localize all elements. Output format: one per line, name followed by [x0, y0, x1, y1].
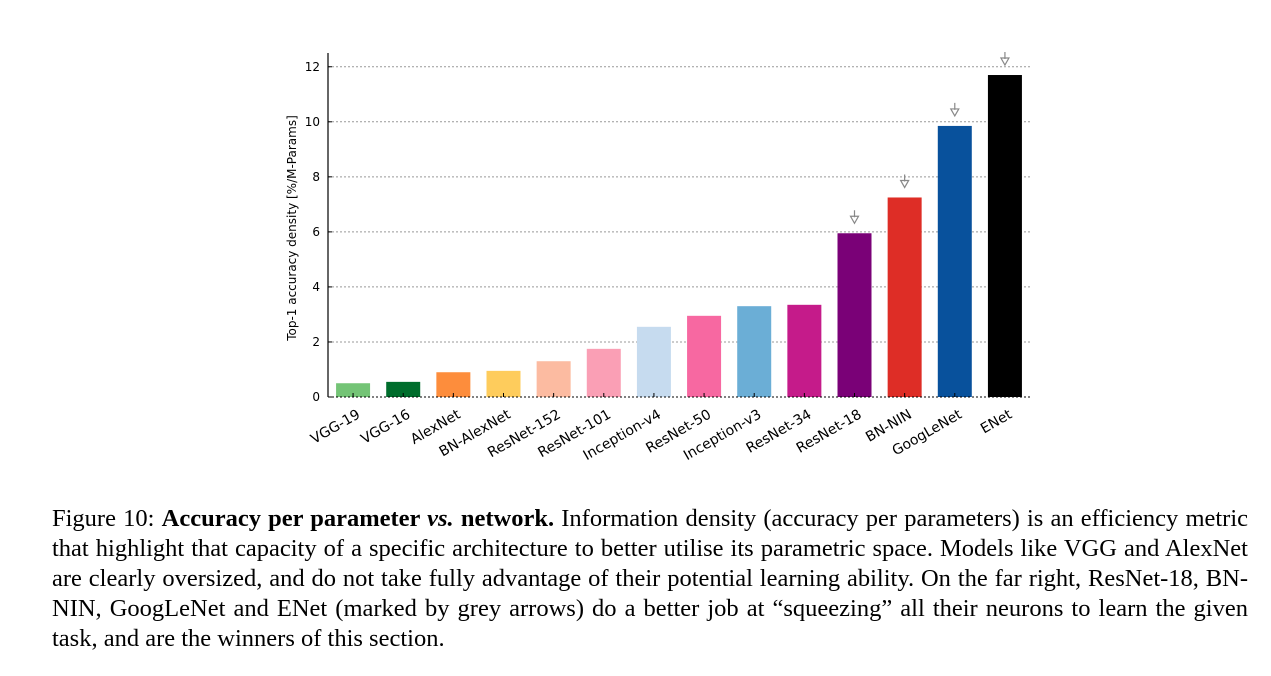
- bar-resnet-50: [687, 315, 722, 397]
- bar-alexnet: [436, 372, 471, 397]
- x-tick-label: VGG-16: [358, 407, 413, 448]
- bar-googlenet: [937, 125, 972, 397]
- bar-inception-v3: [737, 306, 772, 397]
- y-tick-label: 0: [312, 390, 320, 404]
- bars: [336, 75, 1022, 398]
- arrow-marker-resnet-18: [849, 210, 860, 225]
- bar-enet: [987, 75, 1022, 398]
- arrow-marker-enet: [999, 52, 1010, 67]
- axes: [327, 53, 1030, 398]
- y-tick-label: 10: [305, 115, 320, 129]
- y-tick-label: 12: [305, 60, 320, 74]
- figure-caption: Figure 10: Accuracy per parameter vs. ne…: [52, 504, 1248, 654]
- caption-label: Figure 10:: [52, 505, 155, 532]
- y-tick-label: 2: [312, 335, 320, 349]
- bar-resnet-34: [787, 304, 822, 397]
- bar-resnet-152: [536, 361, 571, 397]
- x-tick-label: VGG-19: [308, 407, 363, 448]
- bar-vgg-16: [386, 381, 421, 397]
- y-axis-label: Top-1 accuracy density [%/M-Params]: [285, 115, 299, 342]
- y-tick-label: 8: [312, 170, 320, 184]
- x-tick-labels: VGG-19VGG-16AlexNetBN-AlexNetResNet-152R…: [308, 393, 1015, 464]
- arrow-marker-googlenet: [949, 102, 960, 118]
- bar-resnet-18: [837, 233, 872, 397]
- caption-title: Accuracy per parameter vs. network.: [161, 505, 555, 532]
- y-tick-label: 4: [312, 280, 320, 294]
- bar-resnet-101: [586, 348, 621, 397]
- y-tick-labels: 0 2 4 6 8 10 12: [305, 60, 332, 404]
- caption-body: Information density (accuracy per parame…: [52, 505, 1249, 652]
- arrow-markers: [849, 52, 1010, 225]
- gridlines: [328, 66, 1030, 343]
- bar-bn-nin: [887, 197, 922, 397]
- bar-chart: 0 2 4 6 8 10 12 VGG-19VGG-16AlexNetBN-AlexNetR…: [285, 52, 1030, 464]
- bar-vgg-19: [336, 383, 371, 397]
- bar-inception-v4: [636, 326, 671, 397]
- arrow-marker-bn-nin: [899, 174, 910, 189]
- x-tick-label: ENet: [978, 406, 1015, 437]
- bar-bn-alexnet: [486, 370, 521, 397]
- y-tick-label: 6: [312, 225, 320, 239]
